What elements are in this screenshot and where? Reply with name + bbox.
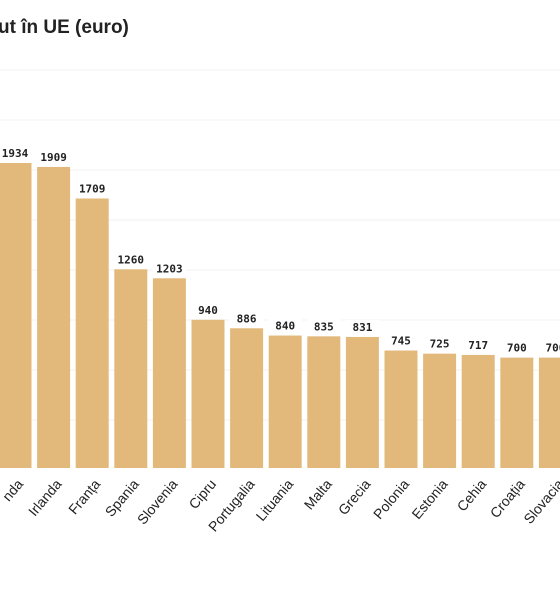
x-tick-label: Lituania <box>253 476 297 524</box>
value-label: 1203 <box>156 262 183 275</box>
bar <box>37 166 71 468</box>
value-label-box <box>191 302 225 318</box>
value-label: 700 <box>545 342 560 355</box>
bar <box>538 357 560 468</box>
value-label-box <box>113 252 148 268</box>
bar <box>500 357 534 468</box>
bar <box>307 336 341 468</box>
x-tick-label: Malta <box>301 476 335 513</box>
value-label: 1709 <box>79 182 106 195</box>
x-tick-label: Cehia <box>454 476 490 514</box>
value-label: 700 <box>507 342 527 355</box>
x-tick-label: Estonia <box>408 476 450 522</box>
value-label: 725 <box>430 338 450 351</box>
bar <box>230 328 264 468</box>
value-label: 940 <box>198 304 218 317</box>
value-label: 886 <box>237 312 257 325</box>
value-label-box <box>75 181 110 197</box>
value-label-box <box>268 318 303 334</box>
value-label-box <box>0 146 32 161</box>
value-label-box <box>152 261 187 277</box>
value-label-box <box>36 149 71 165</box>
value-label-box <box>461 337 496 353</box>
bar <box>0 163 32 468</box>
value-label: 840 <box>275 320 295 333</box>
value-label-box <box>306 319 341 335</box>
bar <box>384 350 418 468</box>
x-tick-label: Polonia <box>370 476 412 522</box>
bar <box>191 319 225 468</box>
chart-title: ut în UE (euro) <box>0 17 129 38</box>
x-tick-label: Cipru <box>185 476 219 512</box>
bar <box>114 269 148 468</box>
bar <box>345 336 379 468</box>
bar <box>268 335 302 468</box>
bar <box>152 278 186 468</box>
x-tick-label: nda <box>0 476 26 504</box>
value-label-box <box>229 311 264 327</box>
value-label: 1934 <box>2 147 29 160</box>
value-label-box <box>345 319 380 335</box>
x-tick-label: Grecia <box>335 476 374 518</box>
value-label-box <box>384 333 418 349</box>
value-label: 1909 <box>40 151 67 164</box>
value-label-box <box>499 340 534 356</box>
value-label: 831 <box>352 321 372 334</box>
bar <box>423 353 457 468</box>
value-label: 745 <box>391 335 411 348</box>
x-tick-label: Irlanda <box>25 476 65 519</box>
x-tick-label: Slovacia <box>520 476 560 527</box>
value-label: 835 <box>314 320 334 333</box>
value-label: 717 <box>468 339 488 352</box>
bar <box>461 354 495 468</box>
x-tick-label: Franța <box>65 476 103 517</box>
value-label: 1260 <box>118 253 145 266</box>
value-label-box <box>422 336 457 352</box>
value-label-box <box>538 340 560 356</box>
x-tick-label: Slovenia <box>134 476 181 528</box>
bar <box>75 198 109 468</box>
